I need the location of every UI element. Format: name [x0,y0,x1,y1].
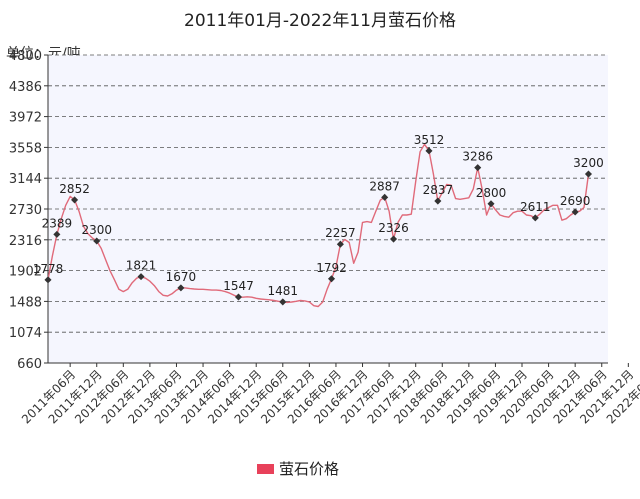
y-tick-label: 1074 [9,326,42,341]
y-tick-label: 2730 [9,203,42,218]
data-label: 2852 [59,182,90,196]
gridlines [48,54,608,333]
data-point-marker [177,284,185,292]
legend: 萤石价格 [257,458,339,479]
data-label: 2837 [423,183,454,197]
y-tick-label: 1902 [9,265,42,280]
data-point-marker [279,298,287,306]
y-tick-label: 3558 [9,141,42,156]
data-point-marker [390,235,398,243]
y-tick-label: 4386 [9,80,42,95]
data-point-marker [381,193,389,201]
data-point-marker [93,237,101,245]
data-label: 1821 [126,259,157,273]
data-point-marker [44,276,52,284]
data-label: 1481 [268,284,299,298]
data-label: 2326 [378,221,409,235]
data-point-marker [571,208,579,216]
data-point-marker [584,170,592,178]
y-tick-label: 2316 [9,234,42,249]
y-tick-label: 4800 [9,49,42,64]
data-label: 3286 [462,150,493,164]
y-axis-ticks: 660 1074 1488 1902 2316 2730 3144 3558 3972 4386 4… [9,49,48,372]
data-point-marker [53,230,61,238]
y-tick-label: 1488 [9,295,42,310]
legend-label: 萤石价格 [279,460,340,478]
data-label: 2300 [81,223,112,237]
data-label: 2389 [42,216,73,230]
data-point-marker [434,197,442,205]
data-point-marker [327,275,336,283]
data-label: 2690 [560,194,591,208]
data-label: 3200 [573,156,604,170]
data-label: 1778 [33,262,64,276]
data-label: 3512 [414,133,445,147]
data-label: 1792 [316,261,347,275]
y-tick-label: 660 [17,357,42,372]
data-point-marker [137,273,145,281]
data-label: 2611 [520,200,551,214]
series-line [47,143,590,308]
chart-title: 2011年01月-2022年11月萤石价格 [184,11,456,31]
legend-swatch [257,463,274,474]
series-group [47,143,590,308]
data-point-marker [336,240,344,248]
marker-group: 1778 2389 2852 2300 1821 1670 1547 1481 1792 2257… [33,133,604,306]
data-point-marker [474,164,482,172]
data-point-marker [71,196,79,204]
data-label: 1670 [166,270,197,284]
data-label: 2257 [325,226,356,240]
y-tick-label: 3144 [9,172,42,187]
data-label: 2887 [369,179,400,193]
y-tick-label: 3972 [9,111,42,126]
data-point-marker [234,293,243,301]
data-label: 2800 [476,186,507,200]
data-point-marker [531,214,539,222]
data-point-marker [425,147,433,155]
x-axis-ticks: 2011年06月2011年12月2012年06月2012年12月2013年06月… [19,363,640,426]
data-label: 1547 [223,279,254,293]
data-point-marker [487,200,495,208]
